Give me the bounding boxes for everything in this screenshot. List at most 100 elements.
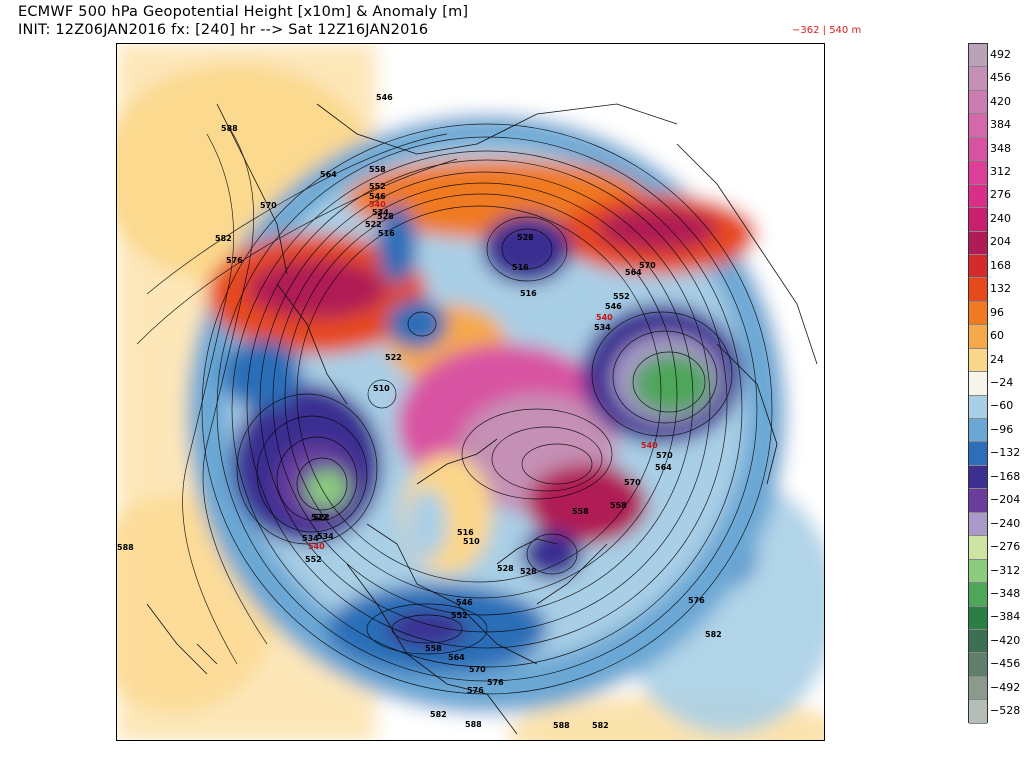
polar-stereographic-map: 588 576 582 570 564 558 552 546 540 534 … xyxy=(117,44,824,740)
map-panel: 588 576 582 570 564 558 552 546 540 534 … xyxy=(116,43,825,741)
height-label: 540 xyxy=(596,313,613,322)
height-label: 510 xyxy=(463,537,480,546)
colorbar-swatch xyxy=(969,137,987,162)
height-label: 528 xyxy=(497,564,514,573)
height-label: 528 xyxy=(517,233,534,242)
height-label: 588 xyxy=(117,543,134,552)
colorbar-label: 240 xyxy=(990,211,1011,225)
height-label: 588 xyxy=(553,721,570,730)
colorbar-label: 132 xyxy=(990,282,1011,296)
height-label: 516 xyxy=(378,229,395,238)
height-label: 558 xyxy=(425,644,442,653)
colorbar-label: −456 xyxy=(990,657,1021,671)
anomaly-colorbar xyxy=(968,43,988,724)
coastlines xyxy=(146,103,818,735)
chart-subtitle: INIT: 12Z06JAN2016 fx: [240] hr --> Sat … xyxy=(18,22,429,38)
height-label: 570 xyxy=(639,261,656,270)
colorbar-swatch xyxy=(969,442,987,466)
colorbar-swatch xyxy=(969,67,987,91)
colorbar-label: 276 xyxy=(990,188,1011,202)
height-label: 558 xyxy=(369,165,386,174)
height-label: 546 xyxy=(605,302,622,311)
colorbar-swatch xyxy=(969,114,987,138)
colorbar-swatch xyxy=(969,559,987,584)
height-labels: 588 576 582 570 564 558 552 546 540 534 … xyxy=(117,93,722,730)
height-label: 510 xyxy=(373,384,390,393)
height-label: 546 xyxy=(376,93,393,102)
colorbar-swatch xyxy=(969,653,987,677)
height-label: 570 xyxy=(260,201,277,210)
colorbar-label: −312 xyxy=(990,563,1021,577)
height-label: 516 xyxy=(512,263,529,272)
height-label: 552 xyxy=(451,611,468,620)
height-label: 564 xyxy=(625,268,642,277)
colorbar-swatch xyxy=(969,536,987,560)
height-label: 540 xyxy=(641,441,658,450)
height-label: 576 xyxy=(467,686,484,695)
height-label: 516 xyxy=(520,289,537,298)
colorbar-swatch xyxy=(969,583,987,607)
colorbar-swatch xyxy=(969,629,987,654)
height-label: 546 xyxy=(456,598,473,607)
colorbar-label: −96 xyxy=(990,422,1014,436)
anomaly-range-label: −362 | 540 m xyxy=(792,25,862,36)
colorbar-swatch xyxy=(969,278,987,302)
colorbar-label: 456 xyxy=(990,71,1011,85)
colorbar-label: −528 xyxy=(990,704,1021,718)
colorbar-swatch xyxy=(969,325,987,349)
colorbar-swatch xyxy=(969,44,987,68)
height-label: 564 xyxy=(320,170,337,179)
height-label: 522 xyxy=(313,513,330,522)
colorbar-swatch xyxy=(969,184,987,209)
height-label: 564 xyxy=(655,463,672,472)
colorbar-swatch xyxy=(969,676,987,701)
colorbar-label: 492 xyxy=(990,47,1011,61)
height-label: 588 xyxy=(221,124,238,133)
height-label: 534 xyxy=(594,323,611,332)
height-label: 522 xyxy=(385,353,402,362)
colorbar-label: 204 xyxy=(990,235,1011,249)
height-label: 564 xyxy=(448,653,465,662)
height-label: 534 xyxy=(302,534,319,543)
colorbar-swatch xyxy=(969,700,987,724)
colorbar-label: 348 xyxy=(990,141,1011,155)
colorbar-label: 384 xyxy=(990,118,1011,132)
colorbar-label: −384 xyxy=(990,610,1021,624)
colorbar-swatch xyxy=(969,348,987,373)
colorbar-label: 60 xyxy=(990,329,1004,343)
height-label: 582 xyxy=(592,721,609,730)
height-label: 528 xyxy=(520,567,537,576)
height-label: 534 xyxy=(317,532,334,541)
colorbar-label: −132 xyxy=(990,446,1021,460)
height-label: 534 xyxy=(372,208,389,217)
colorbar-label: 24 xyxy=(990,352,1004,366)
colorbar-label: −492 xyxy=(990,680,1021,694)
height-label: 540 xyxy=(369,200,386,209)
colorbar-swatch xyxy=(969,90,987,115)
height-label: 552 xyxy=(305,555,322,564)
anomaly-shading xyxy=(117,44,824,740)
height-label: 570 xyxy=(624,478,641,487)
colorbar-label: −420 xyxy=(990,633,1021,647)
height-label: 588 xyxy=(465,720,482,729)
colorbar-swatch xyxy=(969,606,987,630)
colorbar-label: −60 xyxy=(990,399,1014,413)
height-label: 552 xyxy=(369,182,386,191)
colorbar-swatch xyxy=(969,254,987,279)
colorbar-swatch xyxy=(969,512,987,537)
height-label: 522 xyxy=(311,513,328,522)
colorbar-swatch xyxy=(969,301,987,326)
colorbar-swatch xyxy=(969,372,987,396)
colorbar-swatch xyxy=(969,419,987,443)
height-label: 528 xyxy=(377,212,394,221)
height-label: 570 xyxy=(469,665,486,674)
colorbar-swatch xyxy=(969,231,987,255)
height-label: 552 xyxy=(613,292,630,301)
colorbar-label: −240 xyxy=(990,516,1021,530)
height-label: 516 xyxy=(457,528,474,537)
height-label: 546 xyxy=(369,192,386,201)
height-label: 540 xyxy=(308,542,325,551)
colorbar-label: −348 xyxy=(990,587,1021,601)
colorbar-swatch xyxy=(969,208,987,232)
height-label: 570 xyxy=(656,451,673,460)
